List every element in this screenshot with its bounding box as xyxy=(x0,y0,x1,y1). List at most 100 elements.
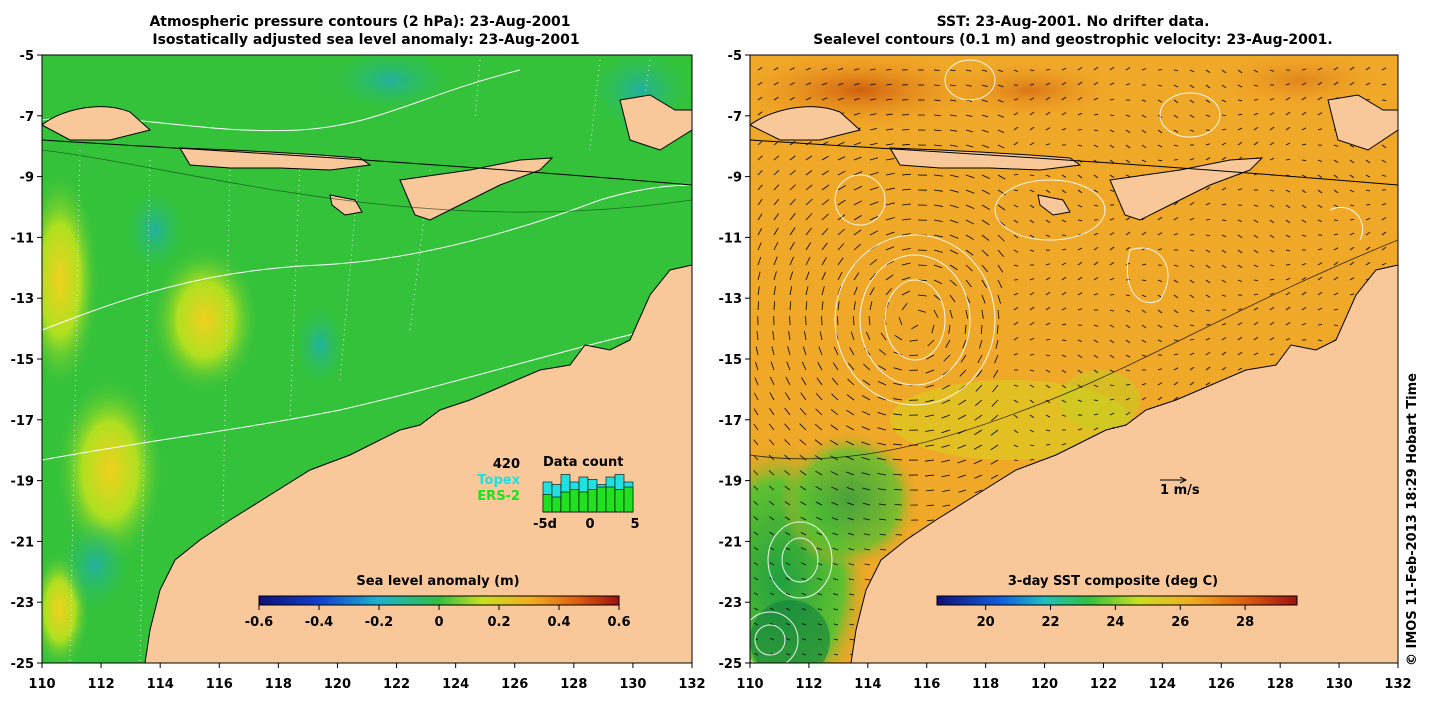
left-lat-tick-label: -23 xyxy=(11,596,35,611)
left-lat-tick-label: -17 xyxy=(11,414,35,429)
left-lat-tick-label: -11 xyxy=(11,231,35,246)
right-colorbar-tick-label: 26 xyxy=(1171,615,1189,630)
velocity-scale-label: 1 m/s xyxy=(1160,483,1200,498)
left-lon-tick-label: 112 xyxy=(88,677,115,692)
legend-ers2: ERS-2 xyxy=(477,489,520,504)
left-lat-tick-label: -19 xyxy=(11,475,35,490)
velocity-vector xyxy=(934,100,940,101)
right-lat-tick-label: -17 xyxy=(719,414,743,429)
left-lat-tick-label: -5 xyxy=(20,49,34,64)
left-lat-tick-label: -9 xyxy=(20,171,34,186)
data-count-max: 420 xyxy=(493,457,520,472)
legend-topex: Topex xyxy=(477,473,520,488)
right-colorbar-tick-label: 28 xyxy=(1236,615,1254,630)
velocity-vector xyxy=(758,301,759,310)
data-count-bar-ers2 xyxy=(588,490,597,513)
right-lon-tick-label: 120 xyxy=(1031,677,1058,692)
left-lon-tick-label: 126 xyxy=(501,677,528,692)
velocity-vector xyxy=(1062,340,1066,341)
data-count-bar-ers2 xyxy=(552,497,561,512)
data-count-bar-ers2 xyxy=(597,487,606,512)
right-lon-tick-label: 114 xyxy=(854,677,881,692)
left-lat-tick-label: -21 xyxy=(11,535,35,550)
left-map-panel: Atmospheric pressure contours (2 hPa): 2… xyxy=(20,14,692,670)
data-count-bar-ers2 xyxy=(615,490,624,513)
velocity-vector xyxy=(909,370,918,371)
right-lon-tick-label: 116 xyxy=(913,677,940,692)
right-title-line1: SST: 23-Aug-2001. No drifter data. xyxy=(937,14,1210,30)
right-lon-tick-label: 118 xyxy=(972,677,999,692)
left-lon-tick-label: 124 xyxy=(442,677,469,692)
data-count-bar-ers2 xyxy=(543,495,552,513)
right-lat-tick-label: -21 xyxy=(719,535,743,550)
right-map-panel: SST: 23-Aug-2001. No drifter data. Seale… xyxy=(690,14,1398,710)
left-lon-tick-label: 130 xyxy=(619,677,646,692)
left-lon-tick-label: 118 xyxy=(265,677,292,692)
data-count-bar-ers2 xyxy=(624,487,633,512)
right-lat-tick-label: -13 xyxy=(719,292,743,307)
right-lat-tick-label: -23 xyxy=(719,596,743,611)
velocity-vector xyxy=(895,504,902,505)
right-lon-tick-label: 132 xyxy=(1384,677,1411,692)
left-lon-tick-label: 132 xyxy=(678,677,705,692)
right-colorbar-tick-label: 24 xyxy=(1106,615,1124,630)
imos-credit: © IMOS 11-Feb-2013 18:29 Hobart Time xyxy=(1405,373,1420,666)
right-lat-tick-label: -5 xyxy=(728,49,742,64)
right-lon-tick-label: 124 xyxy=(1149,677,1176,692)
data-count-tick-mid: 0 xyxy=(585,517,594,532)
right-lon-tick-label: 112 xyxy=(795,677,822,692)
data-count-tick-end: 5 xyxy=(630,517,639,532)
velocity-vector xyxy=(1302,160,1306,161)
velocity-vector xyxy=(997,325,998,334)
left-colorbar-label: Sea level anomaly (m) xyxy=(356,574,519,589)
velocity-vector xyxy=(1222,220,1226,221)
right-colorbar-tick-label: 20 xyxy=(977,615,995,630)
data-count-title: Data count xyxy=(543,455,623,470)
left-colorbar-tick-label: 0 xyxy=(434,615,443,630)
right-lon-tick-label: 122 xyxy=(1090,677,1117,692)
right-lon-tick-label: 128 xyxy=(1267,677,1294,692)
velocity-vector xyxy=(1222,115,1226,116)
velocity-vector xyxy=(1142,280,1146,281)
right-lat-tick-label: -25 xyxy=(719,657,743,672)
left-title-line1: Atmospheric pressure contours (2 hPa): 2… xyxy=(149,14,570,30)
velocity-vector xyxy=(1382,100,1386,101)
left-lon-tick-label: 128 xyxy=(560,677,587,692)
right-colorbar-tick-label: 22 xyxy=(1041,615,1059,630)
right-lat-tick-label: -9 xyxy=(728,171,742,186)
left-lon-tick-label: 116 xyxy=(206,677,233,692)
left-colorbar-tick-label: -0.6 xyxy=(245,615,273,630)
left-lat-tick-label: -13 xyxy=(11,292,35,307)
left-colorbar-tick-label: 0.6 xyxy=(607,615,630,630)
left-colorbar-tick-label: 0.4 xyxy=(547,615,570,630)
left-lat-tick-label: -7 xyxy=(20,110,34,125)
right-lat-tick-label: -11 xyxy=(719,231,743,246)
data-count-bar-ers2 xyxy=(570,490,579,513)
data-count-bar-ers2 xyxy=(579,492,588,512)
right-lat-tick-label: -15 xyxy=(719,353,743,368)
left-lon-tick-label: 110 xyxy=(28,677,55,692)
left-colorbar-tick-label: -0.2 xyxy=(365,615,393,630)
right-map-area xyxy=(690,50,1398,710)
velocity-vector xyxy=(1062,235,1066,236)
left-title-line2: Isostatically adjusted sea level anomaly… xyxy=(152,32,579,48)
data-count-tick-start: -5d xyxy=(533,517,557,532)
left-lon-tick-label: 120 xyxy=(324,677,351,692)
data-count-bar-ers2 xyxy=(561,492,570,512)
right-lat-tick-label: -7 xyxy=(728,110,742,125)
left-lat-tick-label: -25 xyxy=(11,657,35,672)
velocity-vector xyxy=(1030,70,1034,71)
left-lon-tick-label: 114 xyxy=(147,677,174,692)
right-title-line2: Sealevel contours (0.1 m) and geostrophi… xyxy=(813,32,1332,48)
right-colorbar-label: 3-day SST composite (deg C) xyxy=(1008,574,1218,589)
right-lat-tick-label: -19 xyxy=(719,475,743,490)
data-count-bar-ers2 xyxy=(606,487,615,512)
right-lon-tick-label: 130 xyxy=(1326,677,1353,692)
right-lon-tick-label: 126 xyxy=(1208,677,1235,692)
left-colorbar-tick-label: -0.4 xyxy=(305,615,333,630)
left-lat-tick-label: -15 xyxy=(11,353,35,368)
left-lon-tick-label: 122 xyxy=(383,677,410,692)
right-lon-tick-label: 110 xyxy=(736,677,763,692)
left-colorbar-tick-label: 0.2 xyxy=(487,615,510,630)
